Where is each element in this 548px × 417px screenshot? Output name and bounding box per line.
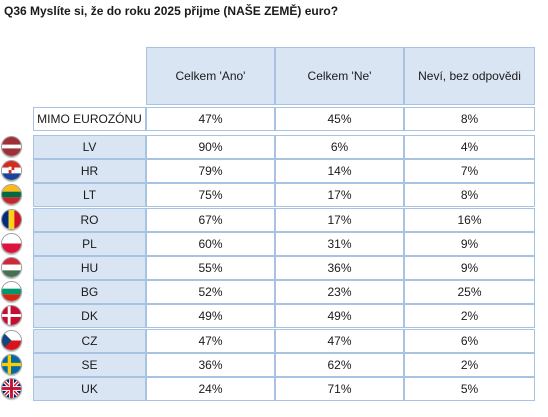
row-label: LT [33, 183, 146, 207]
data-cell: 17% [275, 208, 404, 232]
data-cell: 9% [404, 256, 535, 280]
row-label: HR [33, 159, 146, 183]
summary-cell: 8% [404, 107, 535, 131]
page-title: Q36 Myslíte si, že do roku 2025 přijme (… [4, 4, 339, 18]
latvia-flag-icon [1, 136, 22, 157]
data-cell: 55% [146, 256, 275, 280]
czechia-flag-icon [1, 330, 22, 351]
data-cell: 47% [146, 329, 275, 353]
column-header: Celkem 'Ano' [146, 47, 275, 105]
data-cell: 14% [275, 159, 404, 183]
data-cell: 5% [404, 377, 535, 401]
data-cell: 2% [404, 353, 535, 377]
data-cell: 16% [404, 208, 535, 232]
row-label: UK [33, 377, 146, 401]
hungary-flag-icon [1, 257, 22, 278]
data-cell: 4% [404, 135, 535, 159]
data-cell: 49% [146, 304, 275, 328]
data-cell: 7% [404, 159, 535, 183]
data-cell: 71% [275, 377, 404, 401]
row-label: BG [33, 280, 146, 304]
data-cell: 62% [275, 353, 404, 377]
data-cell: 17% [275, 183, 404, 207]
row-label: SE [33, 353, 146, 377]
data-cell: 52% [146, 280, 275, 304]
sweden-flag-icon [1, 354, 22, 375]
data-cell: 36% [146, 353, 275, 377]
row-label: CZ [33, 329, 146, 353]
denmark-flag-icon [1, 305, 22, 326]
row-label: RO [33, 208, 146, 232]
croatia-flag-icon [1, 160, 22, 181]
data-cell: 47% [275, 329, 404, 353]
lithuania-flag-icon [1, 184, 22, 205]
column-header: Neví, bez odpovědi [404, 47, 535, 105]
data-cell: 90% [146, 135, 275, 159]
data-cell: 8% [404, 183, 535, 207]
data-cell: 75% [146, 183, 275, 207]
data-cell: 24% [146, 377, 275, 401]
data-cell: 67% [146, 208, 275, 232]
row-label: DK [33, 304, 146, 328]
data-cell: 60% [146, 232, 275, 256]
data-cell: 6% [404, 329, 535, 353]
summary-cell: 45% [275, 107, 404, 131]
poland-flag-icon [1, 233, 22, 254]
uk-flag-icon [1, 378, 22, 399]
row-label: PL [33, 232, 146, 256]
data-cell: 79% [146, 159, 275, 183]
summary-row-label: MIMO EUROZÓNU [33, 107, 146, 131]
data-cell: 36% [275, 256, 404, 280]
summary-cell: 47% [146, 107, 275, 131]
data-cell: 23% [275, 280, 404, 304]
data-cell: 2% [404, 304, 535, 328]
data-cell: 49% [275, 304, 404, 328]
bulgaria-flag-icon [1, 281, 22, 302]
romania-flag-icon [1, 209, 22, 230]
data-cell: 25% [404, 280, 535, 304]
row-label: LV [33, 135, 146, 159]
data-cell: 6% [275, 135, 404, 159]
row-label: HU [33, 256, 146, 280]
data-cell: 9% [404, 232, 535, 256]
data-cell: 31% [275, 232, 404, 256]
column-header: Celkem 'Ne' [275, 47, 404, 105]
